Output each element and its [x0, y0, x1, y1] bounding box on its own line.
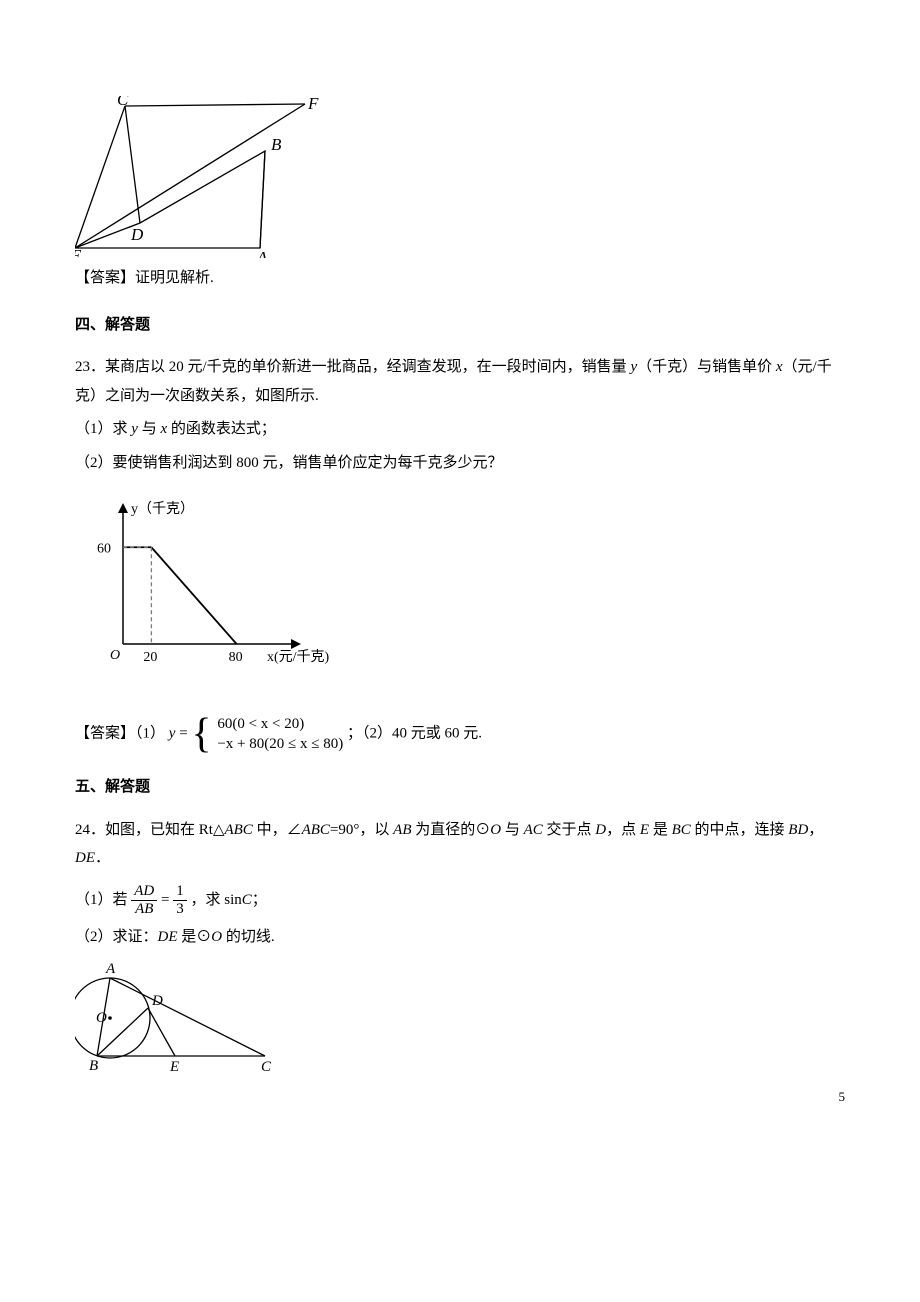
svg-text:x(元/千克): x(元/千克): [267, 649, 330, 665]
q24-p2a: （2）求证：: [75, 929, 158, 945]
q24-prefix: 24．: [75, 822, 105, 838]
figure-parallelogram: C F B D E A: [75, 96, 845, 258]
ans23-prefix: 【答案】（1）: [75, 725, 169, 741]
svg-text:O: O: [110, 648, 120, 663]
q24-DE: DE: [75, 850, 95, 866]
q24-p2-DE: DE: [158, 929, 178, 945]
figure-circle-triangle: A D O B E C: [75, 958, 845, 1076]
q24-p2c: 的切线.: [222, 929, 275, 945]
q24-t5: 与: [501, 822, 524, 838]
page-number: 5: [839, 1085, 846, 1110]
q24-t9: 的中点，连接: [691, 822, 789, 838]
q24-AC: AC: [524, 822, 543, 838]
left-brace: {: [191, 713, 211, 755]
fig3-O: O: [96, 1010, 107, 1026]
q23-x: x: [776, 359, 783, 375]
q24-BC: BC: [672, 822, 691, 838]
q24-p1eq: =: [161, 892, 173, 908]
svg-text:20: 20: [143, 650, 157, 665]
q24-BD: BD: [788, 822, 808, 838]
svg-text:60: 60: [97, 541, 111, 556]
q24-p1c: ，求 sin: [190, 892, 241, 908]
ans23-tail: ；（2）40 元或 60 元.: [347, 725, 482, 741]
fig3-B: B: [89, 1058, 98, 1074]
q23-t1: 某商店以 20 元/千克的单价新进一批商品，经调查发现，在一段时间内，销售量: [105, 359, 630, 375]
svg-text:y（千克）: y（千克）: [131, 501, 194, 517]
q23-t2: （千克）与销售单价: [637, 359, 776, 375]
q24-D: D: [595, 822, 606, 838]
fig1-label-B: B: [271, 135, 282, 154]
q24-p1: （1）若 AD AB = 1 3 ，求 sinC；: [75, 883, 845, 919]
q24-p2b: 是⊙: [178, 929, 212, 945]
q23-p1a: （1）求: [75, 421, 131, 437]
q24-t7: ，点: [606, 822, 640, 838]
fig1-label-C: C: [117, 96, 129, 109]
q24-frac1-num: AD: [131, 883, 157, 901]
q23-part2: （2）要使销售利润达到 800 元，销售单价应定为每千克多少元？: [75, 449, 845, 478]
q23-p1y: y: [131, 421, 138, 437]
q24-p1d: ；: [252, 892, 267, 908]
fig1-label-F: F: [307, 96, 319, 113]
fig1-label-E: E: [75, 246, 82, 258]
q24-body: 24．如图，已知在 Rt△ABC 中，∠ABC=90°，以 AB 为直径的⊙O …: [75, 816, 845, 873]
q23-chart: O 20 80 60 y（千克） x(元/千克): [75, 497, 845, 697]
q24-t6: 交于点: [543, 822, 596, 838]
q23-p1b: 与: [138, 421, 161, 437]
q23-part1: （1）求 y 与 x 的函数表达式；: [75, 415, 845, 444]
ans23-case1: 60(0 < x < 20): [217, 714, 343, 734]
q24-p2-O: O: [211, 929, 222, 945]
q24-p1a: （1）若: [75, 892, 131, 908]
fig1-label-D: D: [130, 225, 144, 244]
q24-t2: 中，∠: [253, 822, 302, 838]
q24-frac1-den: AB: [131, 901, 157, 918]
section-4-header: 四、解答题: [75, 311, 845, 340]
q24-frac2: 1 3: [173, 883, 187, 919]
q24-t3: =90°，以: [330, 822, 393, 838]
ans23-case2: −x + 80(20 ≤ x ≤ 80): [217, 734, 343, 754]
q24-dot: ．: [95, 850, 110, 866]
q24-p2: （2）求证：DE 是⊙O 的切线.: [75, 923, 845, 952]
q23-prefix: 23．: [75, 359, 105, 375]
q24-ABC: ABC: [224, 822, 252, 838]
q23-body: 23．某商店以 20 元/千克的单价新进一批商品，经调查发现，在一段时间内，销售…: [75, 353, 845, 410]
q24-AB: AB: [393, 822, 411, 838]
ans23-eq: =: [175, 725, 191, 741]
q24-C: C: [242, 892, 252, 908]
answer-23: 【答案】（1） y = { 60(0 < x < 20) −x + 80(20 …: [75, 713, 845, 755]
ans23-piecewise: { 60(0 < x < 20) −x + 80(20 ≤ x ≤ 80): [191, 713, 343, 755]
q24-t1: 如图，已知在 Rt△: [105, 822, 224, 838]
fig3-C: C: [261, 1059, 272, 1075]
q24-ABC2: ABC: [302, 822, 330, 838]
answer-22: 【答案】证明见解析.: [75, 264, 845, 293]
q23-p1c: 的函数表达式；: [167, 421, 276, 437]
q24-t4: 为直径的⊙: [411, 822, 490, 838]
fig3-A: A: [105, 961, 116, 977]
svg-text:80: 80: [229, 650, 243, 665]
fig1-label-A: A: [256, 248, 268, 258]
q24-frac1: AD AB: [131, 883, 157, 919]
fig3-D: D: [151, 993, 163, 1009]
q24-t8: 是: [649, 822, 672, 838]
fig3-E: E: [169, 1059, 179, 1075]
q24-O: O: [490, 822, 501, 838]
q24-frac2-den: 3: [173, 901, 187, 918]
q24-frac2-num: 1: [173, 883, 187, 901]
q24-E: E: [640, 822, 649, 838]
section-5-header: 五、解答题: [75, 773, 845, 802]
